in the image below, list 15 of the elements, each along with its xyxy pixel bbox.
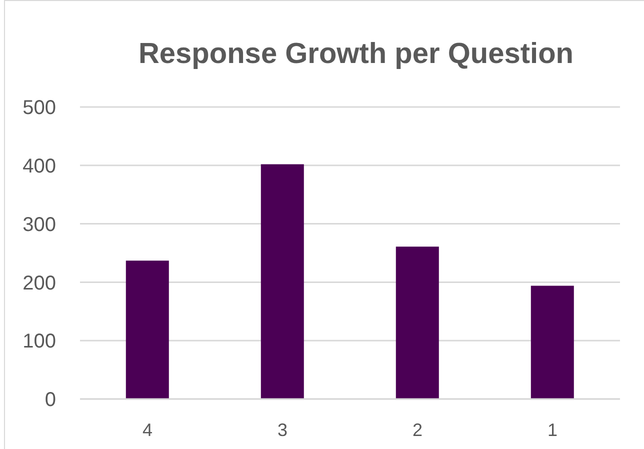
- x-tick-label: 1: [547, 420, 558, 440]
- y-tick-label: 400: [22, 156, 56, 178]
- y-tick-label: 100: [22, 330, 56, 353]
- y-tick-label: 0: [44, 389, 56, 412]
- chart-title: Response Growth per Question: [137, 37, 575, 72]
- bar: [260, 164, 304, 399]
- y-tick-label: 500: [22, 97, 56, 120]
- bar: [396, 246, 439, 399]
- x-tick-label: 4: [142, 420, 153, 440]
- y-tick-label: 300: [22, 214, 56, 236]
- bar: [126, 260, 169, 399]
- x-tick-label: 3: [277, 420, 288, 440]
- bar: [530, 286, 574, 399]
- y-tick-label: 200: [22, 272, 56, 294]
- x-tick-label: 2: [412, 420, 423, 440]
